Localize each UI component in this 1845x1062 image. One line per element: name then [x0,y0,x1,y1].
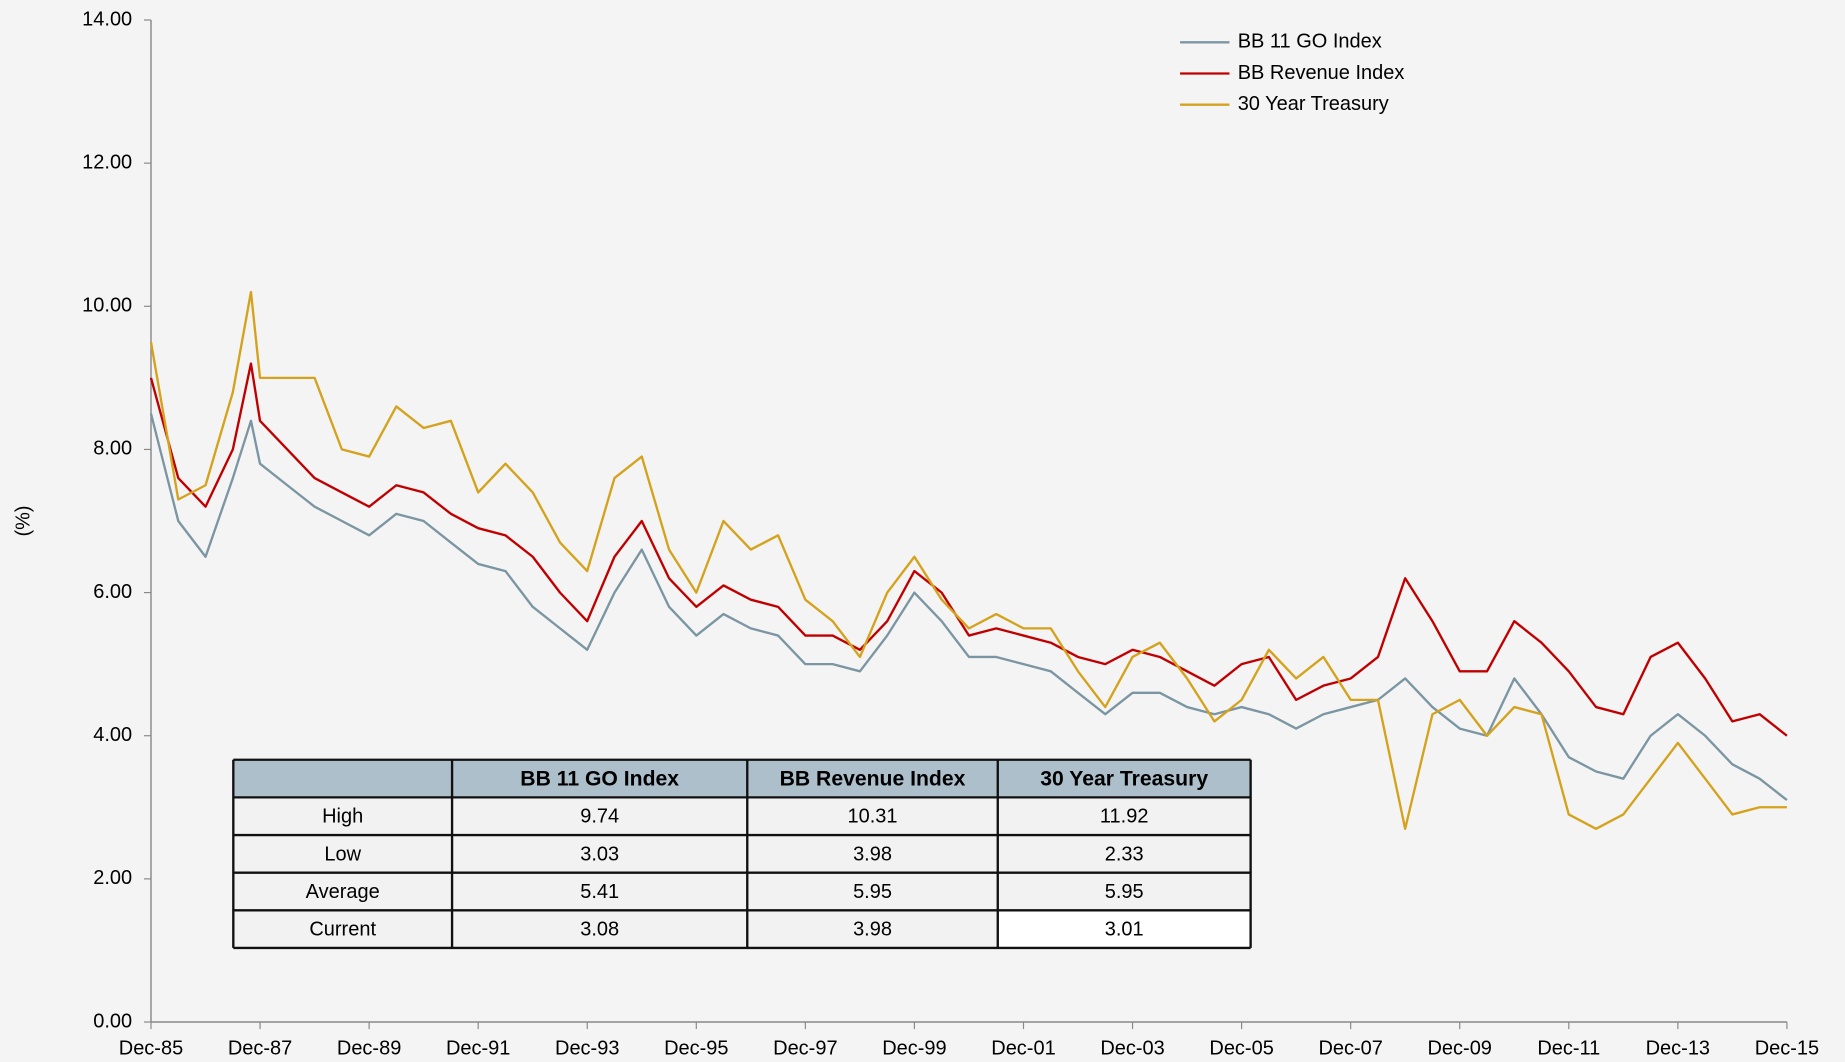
y-tick-label: 14.00 [82,8,132,30]
legend-label: BB 11 GO Index [1238,31,1382,53]
table-header: 30 Year Treasury [1040,767,1208,790]
x-tick-label: Dec-97 [773,1037,837,1059]
series-line [149,413,1788,802]
table-cell-bg [233,910,453,948]
x-tick-label: Dec-87 [228,1037,292,1059]
table-cell-bg [747,910,998,948]
table-cell-bg [233,872,453,911]
table-cell: 3.01 [1105,919,1144,941]
table-row-label: Average [306,881,380,903]
x-tick-label: Dec-95 [664,1037,728,1059]
y-tick-label: 8.00 [93,438,132,460]
x-tick-label: Dec-91 [446,1037,510,1059]
x-tick-label: Dec-11 [1537,1037,1600,1059]
table-row-label: High [322,806,363,828]
y-tick-label: 12.00 [82,151,132,173]
table-cell-bg [233,835,453,873]
table-cell: 3.08 [580,919,619,941]
x-tick-label: Dec-01 [991,1037,1055,1059]
x-tick-label: Dec-15 [1755,1037,1819,1059]
table-cell-bg [997,797,1251,836]
table-cell-bg [452,872,748,911]
table-cell-bg [997,835,1251,873]
table-cell-bg [452,797,748,836]
x-tick-label: Dec-99 [882,1037,946,1059]
table-cell: 5.95 [853,881,892,903]
table-header: BB 11 GO Index [520,767,679,790]
x-tick-label: Dec-09 [1428,1037,1492,1059]
table-cell-bg [747,872,998,911]
y-axis-label: (%) [12,505,34,536]
table-cell-bg [233,797,453,836]
table-row-label: Low [324,843,361,865]
table-cell: 3.98 [853,843,892,865]
series-line [149,290,1787,830]
table-cell: 2.33 [1105,843,1144,865]
x-tick-label: Dec-89 [337,1037,401,1059]
table-cell-bg [747,835,998,873]
x-tick-label: Dec-05 [1209,1037,1273,1059]
x-tick-label: Dec-85 [119,1037,183,1059]
table-row-label: Current [309,919,376,941]
table-cell: 3.03 [580,843,619,865]
x-tick-label: Dec-07 [1318,1037,1382,1059]
table-cell-bg [452,910,748,948]
table-header-bg [233,759,1251,798]
y-tick-label: 2.00 [93,867,132,889]
y-tick-label: 10.00 [82,295,132,317]
table-cell: 9.74 [580,806,619,828]
table-cell-bg [747,797,998,836]
x-tick-label: Dec-03 [1100,1037,1164,1059]
table-cell-bg [997,910,1251,948]
y-tick-label: 6.00 [93,581,132,603]
table-cell: 10.31 [848,806,898,828]
table-cell: 11.92 [1100,806,1149,828]
x-tick-label: Dec-13 [1646,1037,1710,1059]
y-tick-label: 4.00 [93,724,132,746]
table-cell: 5.41 [580,881,619,903]
table-cell: 5.95 [1105,881,1144,903]
y-tick-label: 0.00 [93,1010,132,1032]
x-tick-label: Dec-93 [555,1037,619,1059]
table-cell-bg [997,872,1251,911]
table-cell-bg [452,835,748,873]
table-cell: 3.98 [853,919,892,941]
legend-label: 30 Year Treasury [1238,93,1389,115]
table-header: BB Revenue Index [780,767,966,790]
legend-label: BB Revenue Index [1238,62,1405,84]
